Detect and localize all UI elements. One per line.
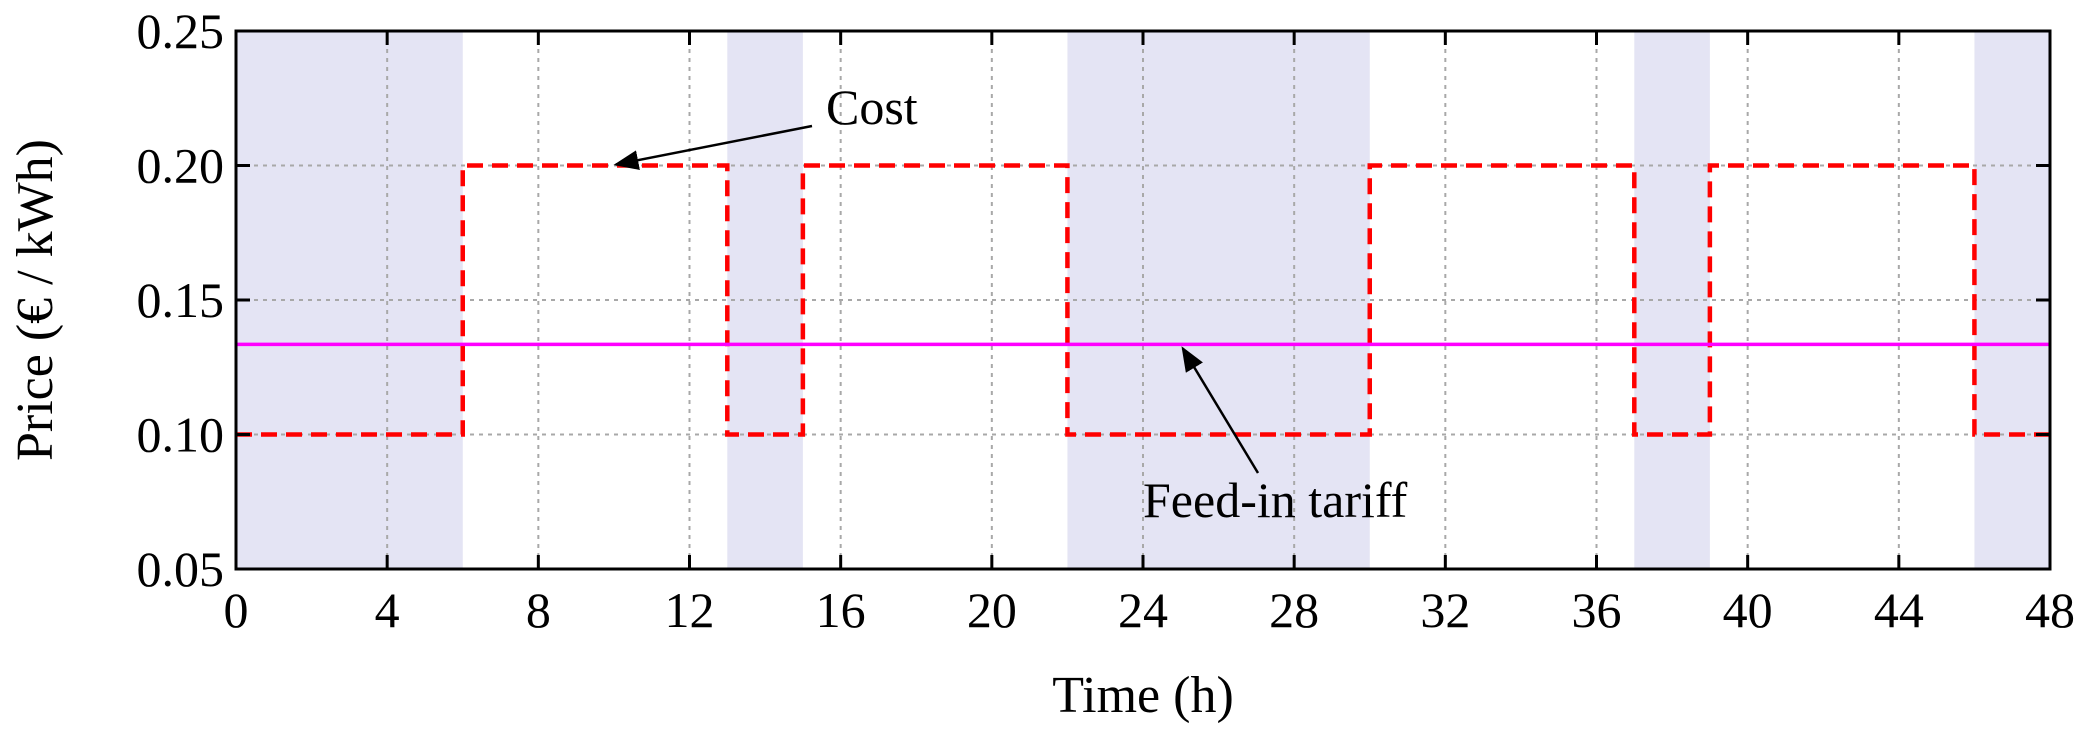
ticks: 0 4 8 12 16 20 24 28 32 36 40 44 480.050.100.150.200… — [137, 3, 2076, 638]
x-tick-label-0: 0 — [224, 582, 249, 638]
x-tick-label-1: 4 — [375, 582, 400, 638]
x-tick-label-10: 40 — [1723, 582, 1773, 638]
x-tick-label-9: 36 — [1572, 582, 1622, 638]
feed-in-annotation-arrow — [1181, 346, 1260, 474]
x-tick-label-8: 32 — [1420, 582, 1470, 638]
y-tick-label-2: 0.15 — [137, 272, 225, 328]
y-tick-label-3: 0.20 — [137, 138, 225, 194]
cost-annotation-arrow — [613, 124, 813, 170]
shaded-interval-1 — [727, 31, 803, 569]
y-tick-label-0: 0.05 — [137, 541, 225, 597]
x-tick-label-12: 48 — [2025, 582, 2075, 638]
x-axis-label: Time (h) — [1052, 667, 1234, 724]
series — [236, 163, 2050, 437]
series-line-cost — [236, 163, 2050, 437]
x-tick-label-5: 20 — [967, 582, 1017, 638]
cost-annotation-label: Cost — [826, 79, 918, 135]
x-tick-label-7: 28 — [1269, 582, 1319, 638]
y-axis-label: Price (€ / kWh) — [7, 139, 64, 461]
x-tick-label-2: 8 — [526, 582, 551, 638]
annotations: Cost Feed-in tariff — [613, 79, 1408, 528]
feed-in-annotation-label: Feed-in tariff — [1143, 472, 1408, 528]
x-tick-label-3: 12 — [665, 582, 715, 638]
y-tick-label-1: 0.10 — [137, 407, 225, 463]
y-tick-label-4: 0.25 — [137, 3, 225, 59]
x-tick-label-6: 24 — [1118, 582, 1168, 638]
shaded-interval-3 — [1634, 31, 1710, 569]
x-tick-label-11: 44 — [1874, 582, 1924, 638]
x-tick-label-4: 16 — [816, 582, 866, 638]
